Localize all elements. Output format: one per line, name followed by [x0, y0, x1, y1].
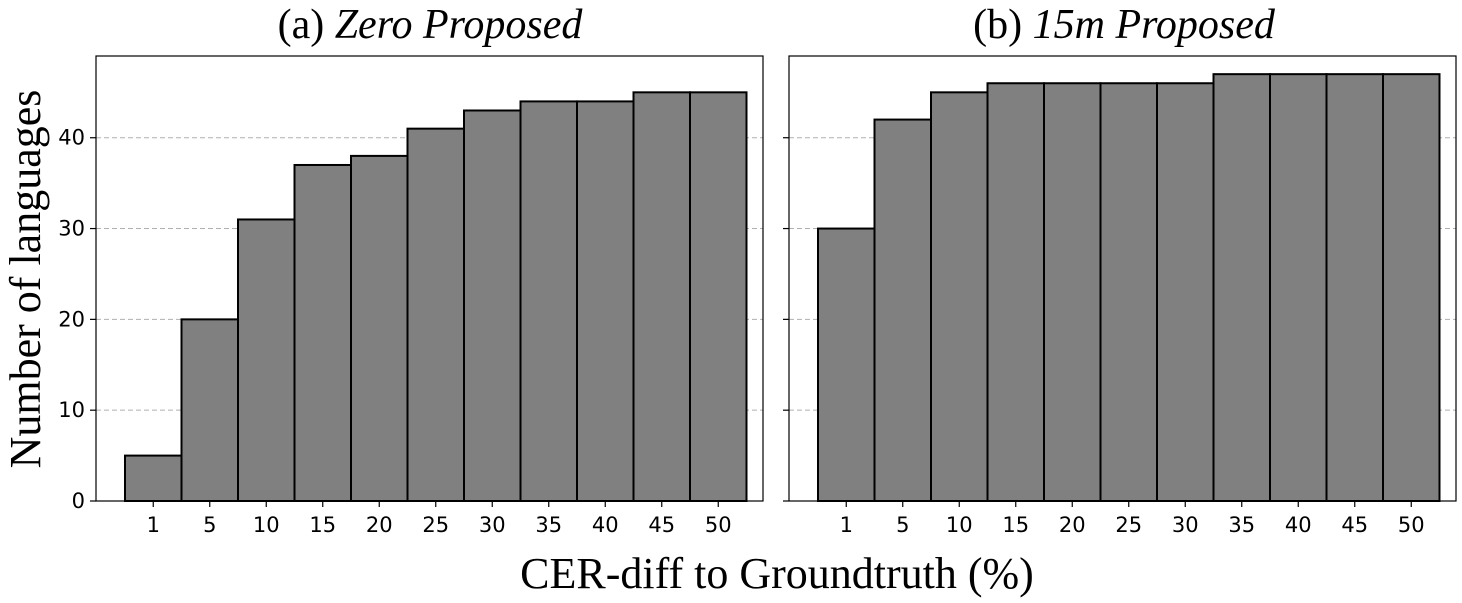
panel-b-xtick-label: 40 [1285, 513, 1312, 537]
panel-a-bar-10 [237, 218, 296, 502]
panel-a-bar-50 [689, 91, 748, 502]
panel-b-frame [788, 55, 1457, 502]
panel-a-title-prefix: (a) [278, 2, 335, 48]
panel-b-bar-20 [1043, 82, 1102, 502]
panel-a-frame [95, 55, 764, 502]
panel-a-ytick-label: 0 [72, 489, 85, 513]
panel-a-xtick-label: 1 [147, 513, 160, 537]
panel-a-xtick-label: 45 [648, 513, 675, 537]
panel-a-bar-20 [350, 154, 409, 503]
panel-a-bar-40 [576, 100, 635, 502]
panel-b-xtick-label: 35 [1228, 513, 1255, 537]
panel-b-bar-30 [1156, 82, 1215, 502]
panel-a-ytick-label: 10 [58, 398, 85, 422]
panel-b-xtick-label: 20 [1059, 513, 1086, 537]
panel-b-xtick-label: 30 [1172, 513, 1199, 537]
panel-a-xtick-label: 40 [592, 513, 619, 537]
panel-a-ytick-label: 20 [58, 307, 85, 331]
panel-b-bar-5 [873, 118, 932, 502]
panel-b-title-prefix: (b) [973, 2, 1032, 48]
panel-a-title-emph: Zero Proposed [335, 2, 584, 48]
panel-a-xtick-label: 50 [705, 513, 732, 537]
panel-a-xtick-label: 20 [366, 513, 393, 537]
panel-b-xtick-label: 45 [1341, 513, 1368, 537]
panel-b-xtick-label: 1 [840, 513, 853, 537]
panel-a-bar-5 [180, 318, 239, 502]
panel-a-bar-15 [293, 163, 352, 503]
panel-a-bar-45 [632, 91, 691, 502]
panel-a-xtick-label: 25 [422, 513, 449, 537]
panel-a-ytick-label: 40 [58, 126, 85, 150]
panel-b-xtick-label: 50 [1398, 513, 1425, 537]
panel-a-xtick-label: 30 [479, 513, 506, 537]
panel-b-bar-1 [817, 227, 876, 502]
panel-b-bar-45 [1325, 73, 1384, 502]
panel-a-xtick-label: 5 [203, 513, 216, 537]
panel-b-xtick-label: 25 [1115, 513, 1142, 537]
panel-b-xtick-label: 5 [896, 513, 909, 537]
y-axis-label: Number of languages [1, 90, 50, 469]
panel-a-ytick-label: 30 [58, 217, 85, 241]
panel-a-bar-30 [463, 109, 522, 502]
panel-a-bar-35 [519, 100, 578, 502]
panel-b-xtick-label: 10 [946, 513, 973, 537]
panel-b-bar-15 [986, 82, 1045, 502]
panel-b-plot: 1 5 10 15 20 25 30 35 40 45 50 [783, 55, 1457, 537]
panel-b-title-emph: 15m Proposed [1033, 2, 1276, 48]
panel-b-bar-25 [1099, 82, 1158, 502]
panel-b-bar-40 [1269, 73, 1328, 502]
panel-a-xtick-label: 35 [535, 513, 562, 537]
panel-b-bar-35 [1212, 73, 1271, 502]
panel-a-bar-25 [406, 127, 465, 502]
panel-b-bar-50 [1382, 73, 1441, 502]
x-axis-label: CER-diff to Groundtruth (%) [520, 549, 1034, 598]
panel-a-xtick-label: 10 [253, 513, 280, 537]
panel-b-title: (b) 15m Proposed [973, 2, 1276, 48]
panel-a-bar-1 [124, 454, 183, 502]
panel-a-title: (a) Zero Proposed [278, 2, 584, 48]
panel-b-bar-10 [930, 91, 989, 502]
panel-a-xtick-label: 15 [309, 513, 336, 537]
panel-b-xtick-label: 15 [1002, 513, 1029, 537]
